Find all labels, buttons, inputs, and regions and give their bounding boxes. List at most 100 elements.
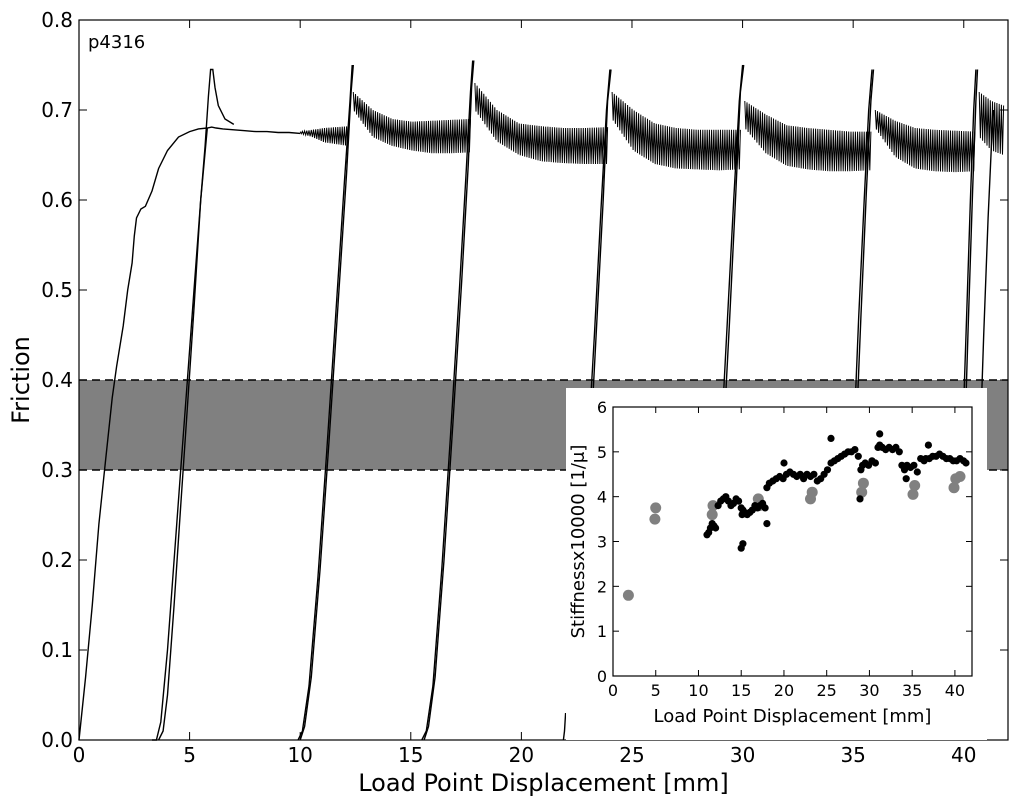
- stiffness-point: [910, 461, 918, 469]
- stiffness-point: [913, 468, 921, 476]
- main-x-tick-label: 10: [287, 743, 312, 767]
- inset-y-tick-label: 4: [597, 488, 607, 507]
- main-x-tick-label: 15: [398, 743, 423, 767]
- stiffness-point: [706, 509, 718, 521]
- stiffness-point: [924, 441, 933, 449]
- stiffness-point: [948, 482, 960, 494]
- stiffness-point: [735, 497, 743, 505]
- stiffness-point: [871, 459, 880, 467]
- main-x-tick-label: 30: [730, 743, 755, 767]
- stiffness-point: [954, 471, 966, 482]
- stick-slip-band-5: [874, 109, 976, 173]
- stiffness-point: [763, 520, 771, 528]
- inset-x-tick-label: 20: [774, 681, 794, 700]
- stiffness-point: [806, 486, 818, 498]
- main-x-axis-label: Load Point Displacement [mm]: [358, 769, 729, 797]
- friction-curve-4: [299, 64, 354, 741]
- inset-x-tick-label: 40: [945, 681, 965, 700]
- friction-curve-13: [854, 69, 875, 453]
- inset-x-tick-label: 0: [608, 681, 618, 700]
- friction-curve-9: [589, 69, 612, 453]
- friction-curve-11: [722, 64, 745, 453]
- inset-background: [566, 388, 987, 740]
- stiffness-point: [851, 446, 859, 454]
- inset-y-axis-label: Stiffnessx10000 [1/μ]: [568, 445, 589, 639]
- main-y-tick-label: 0.5: [41, 278, 73, 302]
- inset-y-tick-label: 2: [597, 577, 607, 596]
- main-y-tick-label: 0.6: [41, 188, 73, 212]
- friction-curve-3: [297, 64, 353, 741]
- inset-axis-ticks: 0 5 10 15 20 25 30 35 40 0 1 2 3 4 5 6: [597, 398, 972, 700]
- stiffness-point: [857, 477, 869, 489]
- stiffness-point: [962, 459, 970, 467]
- stiffness-point: [649, 513, 661, 525]
- main-y-tick-label: 0.2: [41, 548, 73, 572]
- friction-curve-7: [562, 712, 567, 741]
- stiffness-point: [907, 488, 919, 500]
- stick-slip-band-1: [352, 91, 471, 154]
- friction-curve-12: [852, 69, 873, 453]
- main-plot-frame: [78, 19, 1009, 741]
- main-y-tick-label: 0.3: [41, 458, 73, 482]
- stiffness-point: [810, 470, 818, 478]
- stiffness-point: [895, 448, 903, 456]
- inset-y-tick-label: 3: [597, 533, 607, 552]
- inset-y-tick-label: 6: [597, 398, 607, 417]
- main-x-tick-label: 5: [183, 743, 196, 767]
- inset-x-tick-label: 35: [902, 681, 922, 700]
- friction-series-group: [78, 60, 1005, 741]
- main-y-tick-label: 0.1: [41, 638, 73, 662]
- inset-x-tick-label: 25: [817, 681, 837, 700]
- stiffness-point: [712, 524, 720, 532]
- main-x-tick-label: 25: [619, 743, 644, 767]
- stiffness-point: [823, 466, 832, 474]
- stiffness-point: [827, 434, 835, 442]
- inset-y-tick-label: 1: [597, 622, 607, 641]
- stick-slip-band-6: [978, 91, 1005, 155]
- inset-y-tick-label: 0: [597, 667, 607, 686]
- main-x-tick-label: 0: [73, 743, 86, 767]
- stick-slip-band-3: [611, 91, 741, 171]
- stiffness-point: [856, 495, 864, 503]
- stiffness-points-group: [622, 430, 970, 601]
- friction-curve-2: [157, 127, 208, 741]
- stiffness-point: [909, 480, 921, 491]
- stick-slip-band-2: [474, 82, 609, 165]
- stiffness-point: [650, 502, 662, 514]
- inset-x-tick-label: 10: [688, 681, 708, 700]
- friction-curve-14: [960, 69, 977, 471]
- stiffness-point: [856, 486, 868, 498]
- experiment-label: p4316: [88, 32, 145, 53]
- main-y-tick-label: 0.0: [41, 728, 73, 752]
- stiffness-point: [622, 589, 634, 601]
- stick-slip-band-0: [299, 126, 350, 146]
- main-x-tick-label: 35: [840, 743, 865, 767]
- stiffness-point: [780, 459, 788, 467]
- main-x-tick-label: 40: [951, 743, 976, 767]
- stick-slip-band-4: [744, 100, 872, 172]
- stiffness-point: [761, 504, 769, 512]
- inset-x-axis-label: Load Point Displacement [mm]: [654, 706, 932, 727]
- inset-plot: 0 5 10 15 20 25 30 35 40 0 1 2 3 4 5 6 Load Point Displ…: [566, 388, 987, 740]
- main-axis-ticks: 0 5 10 15 20 25 30 35 400.00.10.20.30.40.50.60.7…: [41, 8, 1008, 767]
- friction-curve-15: [963, 69, 979, 471]
- friction-curve-0: [78, 126, 301, 741]
- stiffness-point: [707, 500, 719, 512]
- main-x-tick-label: 20: [509, 743, 534, 767]
- inset-x-tick-label: 30: [859, 681, 879, 700]
- inset-plot-frame: [612, 406, 973, 677]
- stiffness-point: [902, 475, 910, 483]
- stiffness-point: [739, 540, 747, 548]
- inset-x-tick-label: 5: [651, 681, 661, 700]
- stiffness-point: [876, 430, 884, 438]
- inset-y-tick-label: 5: [597, 443, 607, 462]
- main-y-tick-label: 0.7: [41, 98, 73, 122]
- inset-x-tick-label: 15: [731, 681, 751, 700]
- main-y-tick-label: 0.8: [41, 8, 73, 32]
- friction-curve-5: [421, 60, 474, 741]
- stiffness-point: [854, 452, 862, 460]
- main-y-tick-label: 0.4: [41, 368, 73, 392]
- friction-curve-6: [423, 60, 475, 741]
- main-y-axis-label: Friction: [7, 336, 35, 424]
